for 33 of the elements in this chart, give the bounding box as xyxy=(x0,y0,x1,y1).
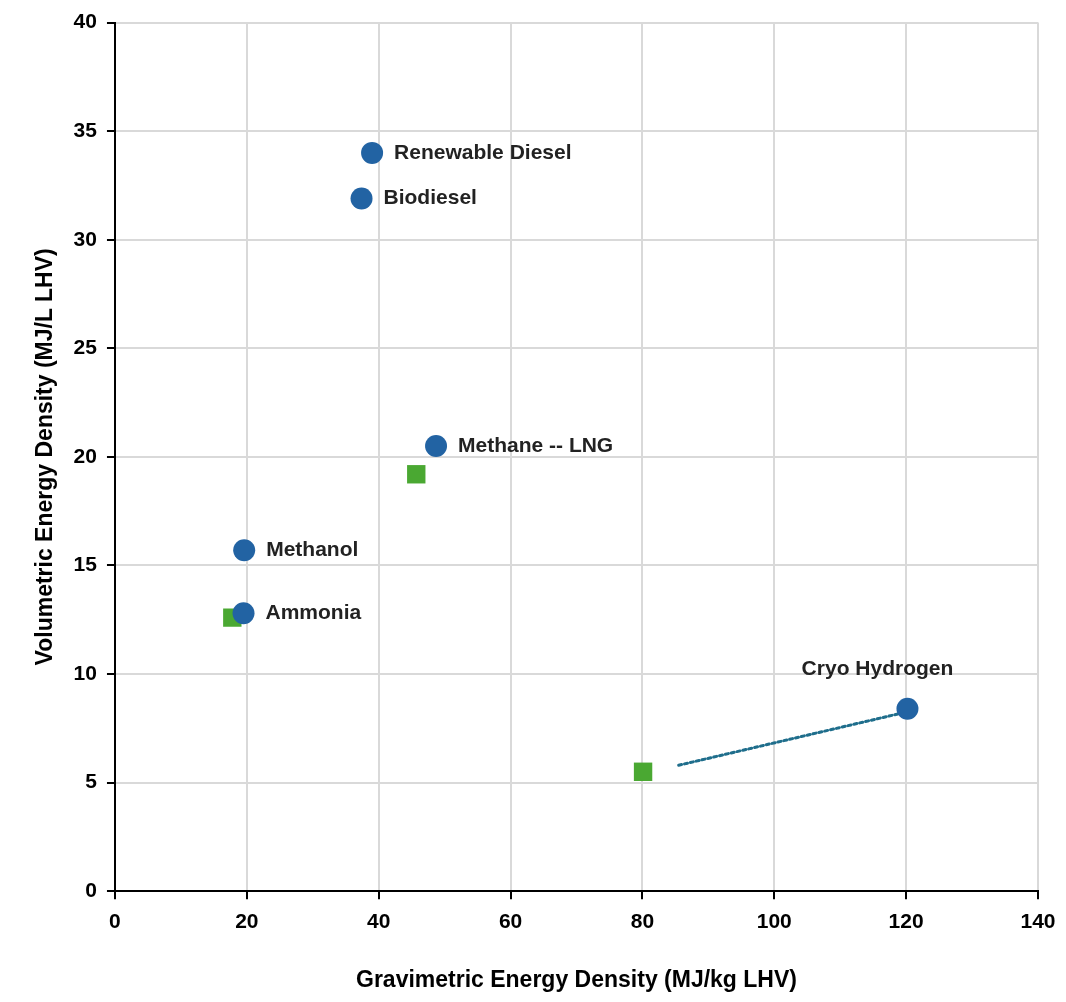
annotation: Ammonia xyxy=(265,600,362,624)
x-axis-title: Gravimetric Energy Density (MJ/kg LHV) xyxy=(355,965,797,992)
x-tick-label: 0 xyxy=(109,908,121,932)
annotation: Cryo Hydrogen xyxy=(801,655,954,679)
x-tick-label: 100 xyxy=(756,908,792,932)
point xyxy=(407,465,426,484)
y-tick-label: 35 xyxy=(73,117,98,141)
point xyxy=(425,435,448,458)
point xyxy=(896,697,919,720)
annotation: Methane -- LNG xyxy=(458,432,614,456)
point xyxy=(232,602,255,625)
y-axis-title: Volumetric Energy Density (MJ/L LHV) xyxy=(31,248,58,666)
y-tick-label: 0 xyxy=(85,878,97,901)
point xyxy=(350,187,373,210)
y-tick-label: 5 xyxy=(85,769,98,793)
x-tick-label: 80 xyxy=(630,908,655,932)
x-tick-label: 60 xyxy=(498,908,523,932)
x-tick-label: 120 xyxy=(888,908,924,932)
annotation: Renewable Diesel xyxy=(394,139,572,163)
point xyxy=(361,141,384,164)
y-tick-label: 15 xyxy=(73,552,98,576)
x-tick-label: 20 xyxy=(235,908,259,932)
y-tick-label: 20 xyxy=(73,443,97,467)
point xyxy=(233,539,256,562)
point xyxy=(633,762,653,781)
y-tick-label: 10 xyxy=(73,660,97,684)
y-tick-label: 30 xyxy=(73,226,97,250)
y-tick-label: 40 xyxy=(73,9,97,33)
y-tick-label: 25 xyxy=(73,335,98,359)
annotation: Methanol xyxy=(266,537,359,561)
x-tick-label: 40 xyxy=(367,908,391,932)
x-tick-label: 140 xyxy=(1020,908,1056,932)
annotation: Biodiesel xyxy=(383,185,477,209)
